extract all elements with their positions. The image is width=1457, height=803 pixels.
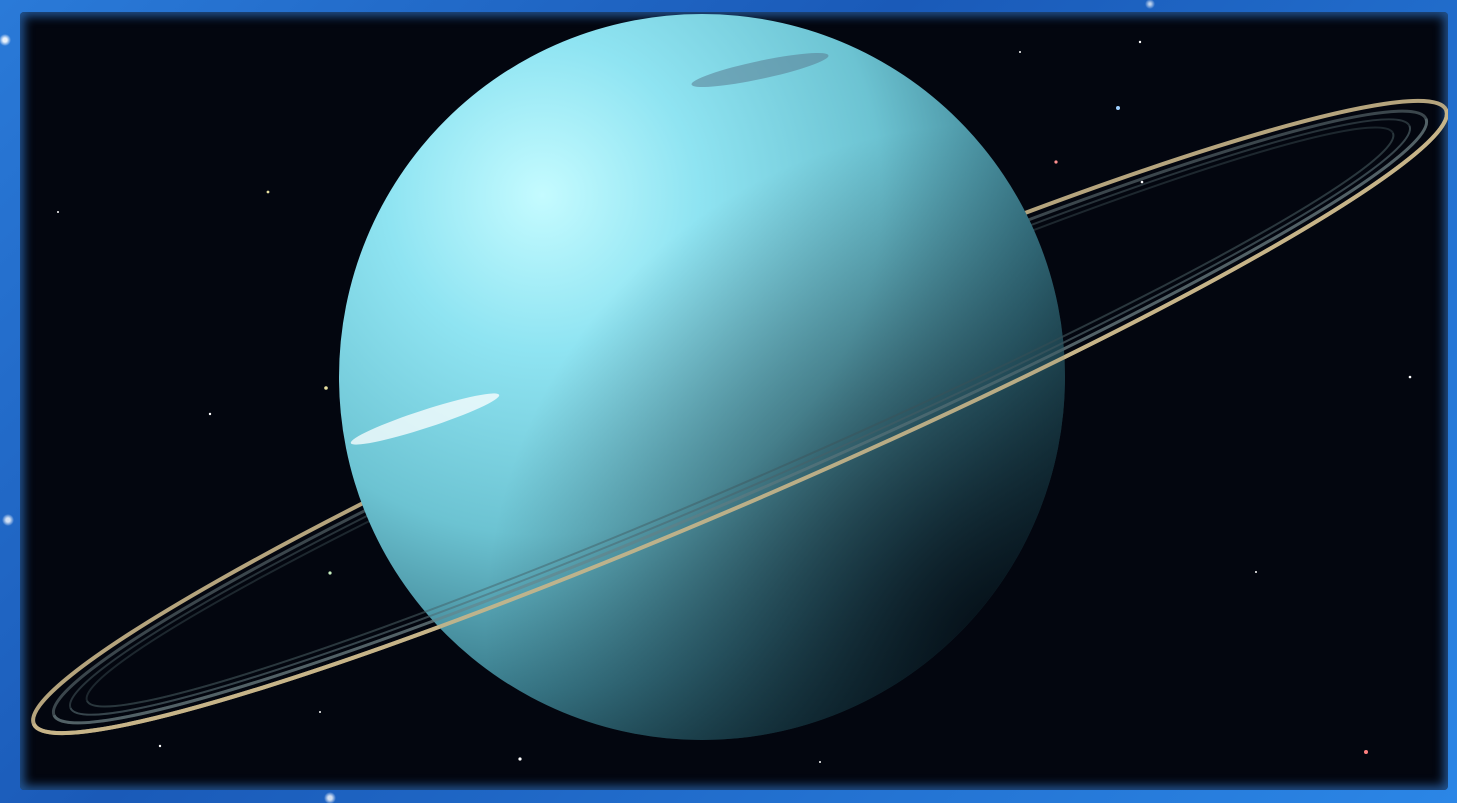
star-field	[57, 40, 1412, 763]
space-background	[20, 12, 1448, 790]
ring-front	[32, 109, 1448, 736]
uranus-scene	[31, 14, 1448, 763]
uranus-planet	[339, 14, 1065, 740]
